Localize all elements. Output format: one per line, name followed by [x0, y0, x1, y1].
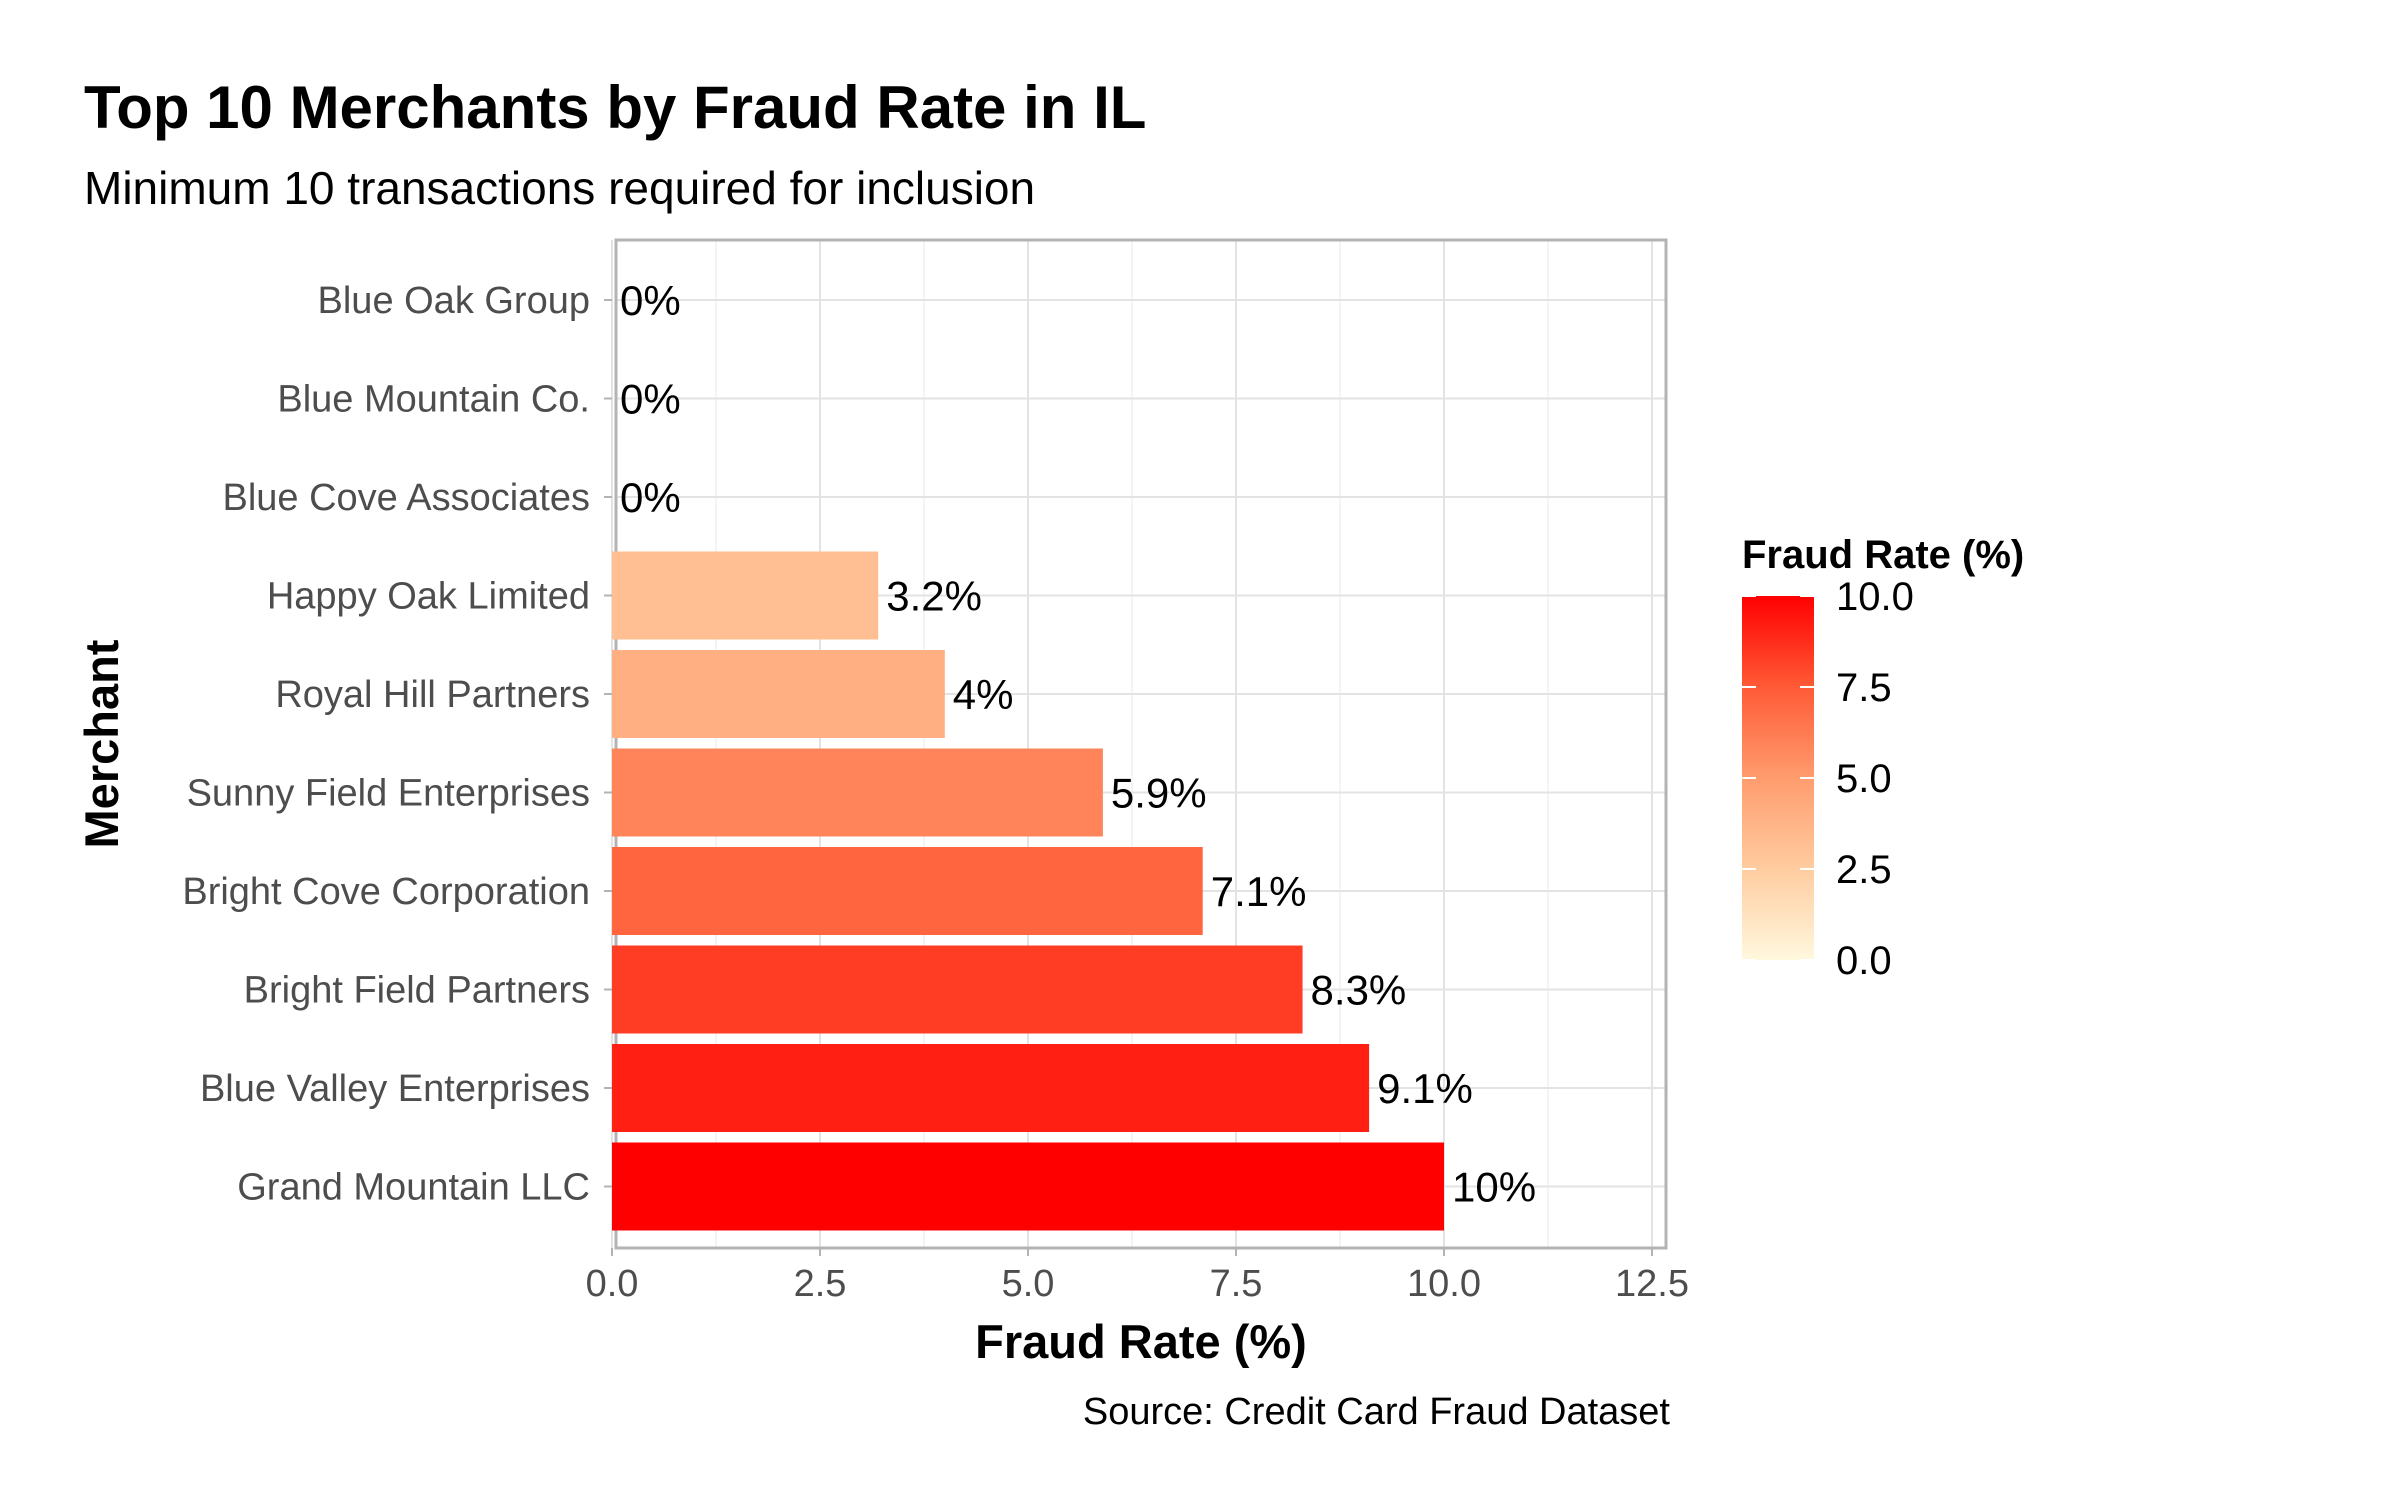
bar-labels: 0% 0% 0% 3.2% 4% 5.9% 7.1% 8.3% 9.1% 10%	[620, 277, 1536, 1211]
x-axis-ticks: 0.0 2.5 5.0 7.5 10.0 12.5	[586, 1248, 1689, 1305]
bar-value-label: 0%	[620, 376, 681, 423]
y-tick-label: Blue Cove Associates	[222, 477, 590, 519]
bar-value-label: 4%	[953, 671, 1014, 718]
legend-tick-label: 2.5	[1836, 848, 1892, 892]
x-axis-title: Fraud Rate (%)	[975, 1315, 1307, 1368]
y-tick-label: Blue Valley Enterprises	[200, 1068, 590, 1110]
x-tick-label: 0.0	[586, 1263, 639, 1305]
bar-value-label: 8.3%	[1311, 967, 1407, 1014]
plot-border	[614, 238, 1668, 1250]
bar	[612, 1044, 1370, 1132]
legend-title: Fraud Rate (%)	[1742, 533, 2024, 577]
grid-lines	[611, 240, 1666, 1248]
chart-caption: Source: Credit Card Fraud Dataset	[1083, 1391, 1671, 1433]
y-tick-label: Blue Mountain Co.	[277, 379, 590, 421]
legend-tick-label: 5.0	[1836, 757, 1892, 801]
bar-value-label: 3.2%	[886, 573, 982, 620]
x-tick-label: 5.0	[1002, 1263, 1055, 1305]
color-legend: Fraud Rate (%) 10.0 7.5 5.0 2.5 0.0	[1742, 533, 2024, 983]
y-tick-label: Sunny Field Enterprises	[187, 773, 590, 815]
chart-title: Top 10 Merchants by Fraud Rate in IL	[84, 74, 1146, 141]
y-tick-label: Happy Oak Limited	[267, 576, 590, 618]
bar	[612, 748, 1103, 837]
y-tick-label: Royal Hill Partners	[275, 674, 590, 716]
x-tick-label: 2.5	[794, 1263, 847, 1305]
y-tick-label: Bright Cove Corporation	[182, 871, 590, 913]
y-axis-ticks: Blue Oak Group Blue Mountain Co. Blue Cove…	[182, 280, 612, 1209]
bar-value-label: 5.9%	[1111, 770, 1207, 817]
y-tick-label: Bright Field Partners	[244, 970, 590, 1012]
bar	[612, 847, 1203, 935]
x-tick-label: 10.0	[1407, 1263, 1481, 1305]
bar	[612, 650, 945, 738]
chart-subtitle: Minimum 10 transactions required for inc…	[84, 162, 1035, 214]
bars	[612, 551, 1444, 1231]
y-axis-title: Merchant	[75, 639, 128, 848]
bar	[612, 551, 879, 640]
legend-ticks: 10.0 7.5 5.0 2.5 0.0	[1742, 575, 1914, 983]
legend-tick-label: 0.0	[1836, 939, 1892, 983]
bar-value-label: 9.1%	[1377, 1065, 1473, 1112]
bar-value-label: 0%	[620, 277, 681, 324]
y-tick-label: Blue Oak Group	[318, 280, 590, 322]
bar	[612, 945, 1303, 1034]
bar-value-label: 0%	[620, 474, 681, 521]
x-tick-label: 7.5	[1210, 1263, 1263, 1305]
bar-value-label: 10%	[1452, 1164, 1536, 1211]
legend-tick-label: 10.0	[1836, 575, 1914, 619]
y-tick-label: Grand Mountain LLC	[237, 1167, 590, 1209]
legend-tick-label: 7.5	[1836, 666, 1892, 710]
bar-value-label: 7.1%	[1211, 868, 1307, 915]
x-tick-label: 12.5	[1615, 1263, 1689, 1305]
bar	[612, 1142, 1444, 1231]
